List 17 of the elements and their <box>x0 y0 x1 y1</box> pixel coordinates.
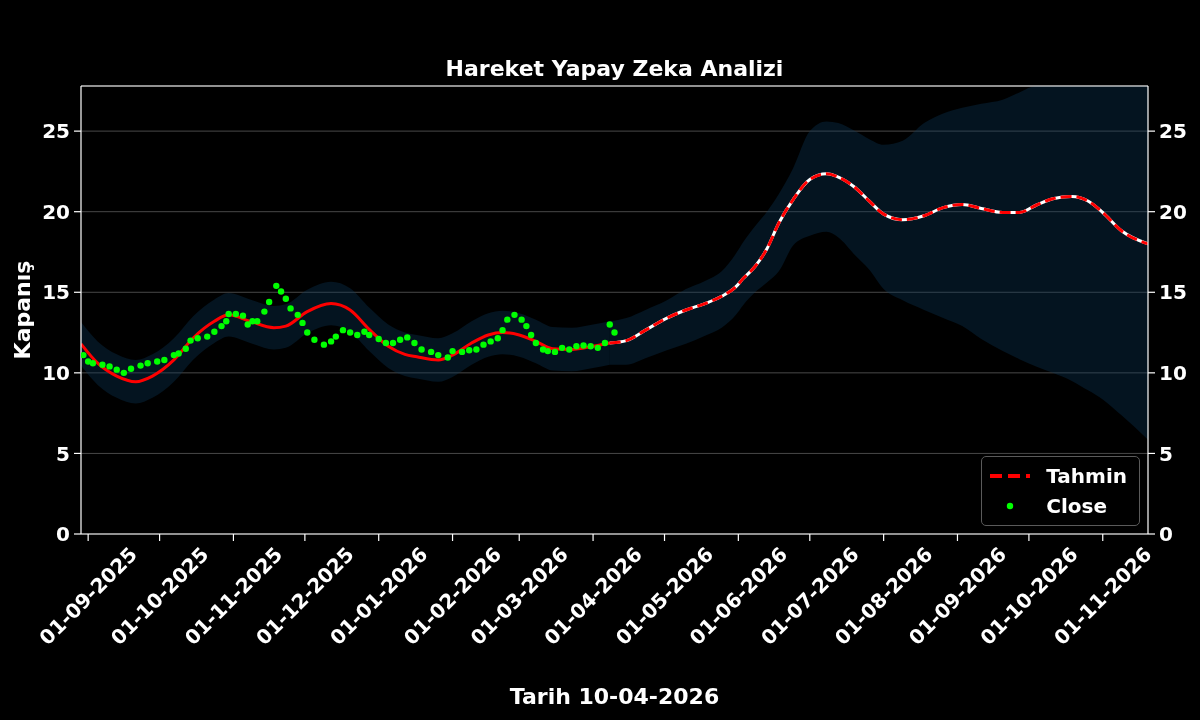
y-tick-label: 15 <box>42 280 70 305</box>
y2-tick-label: 20 <box>1159 199 1187 224</box>
y2-tick-label: 5 <box>1159 441 1173 466</box>
legend-label: Tahmin <box>1046 464 1127 488</box>
y2-tick-label: 0 <box>1159 522 1173 547</box>
legend-label: Close <box>1046 494 1108 518</box>
chart-title: Hareket Yapay Zeka Analizi <box>444 55 785 83</box>
y-tick-label: 25 <box>42 119 70 144</box>
y-tick-label: 20 <box>42 199 70 224</box>
y2-tick-label: 10 <box>1159 360 1187 385</box>
y-tick-label: 5 <box>56 441 70 466</box>
x-axis-title: Tarih 10-04-2026 <box>509 683 720 709</box>
y-axis-title: Kapanış <box>9 260 35 360</box>
y-tick-label: 0 <box>56 522 70 547</box>
y2-tick-label: 25 <box>1159 119 1187 144</box>
y-tick-label: 10 <box>42 360 70 385</box>
y2-tick-label: 15 <box>1159 280 1187 305</box>
